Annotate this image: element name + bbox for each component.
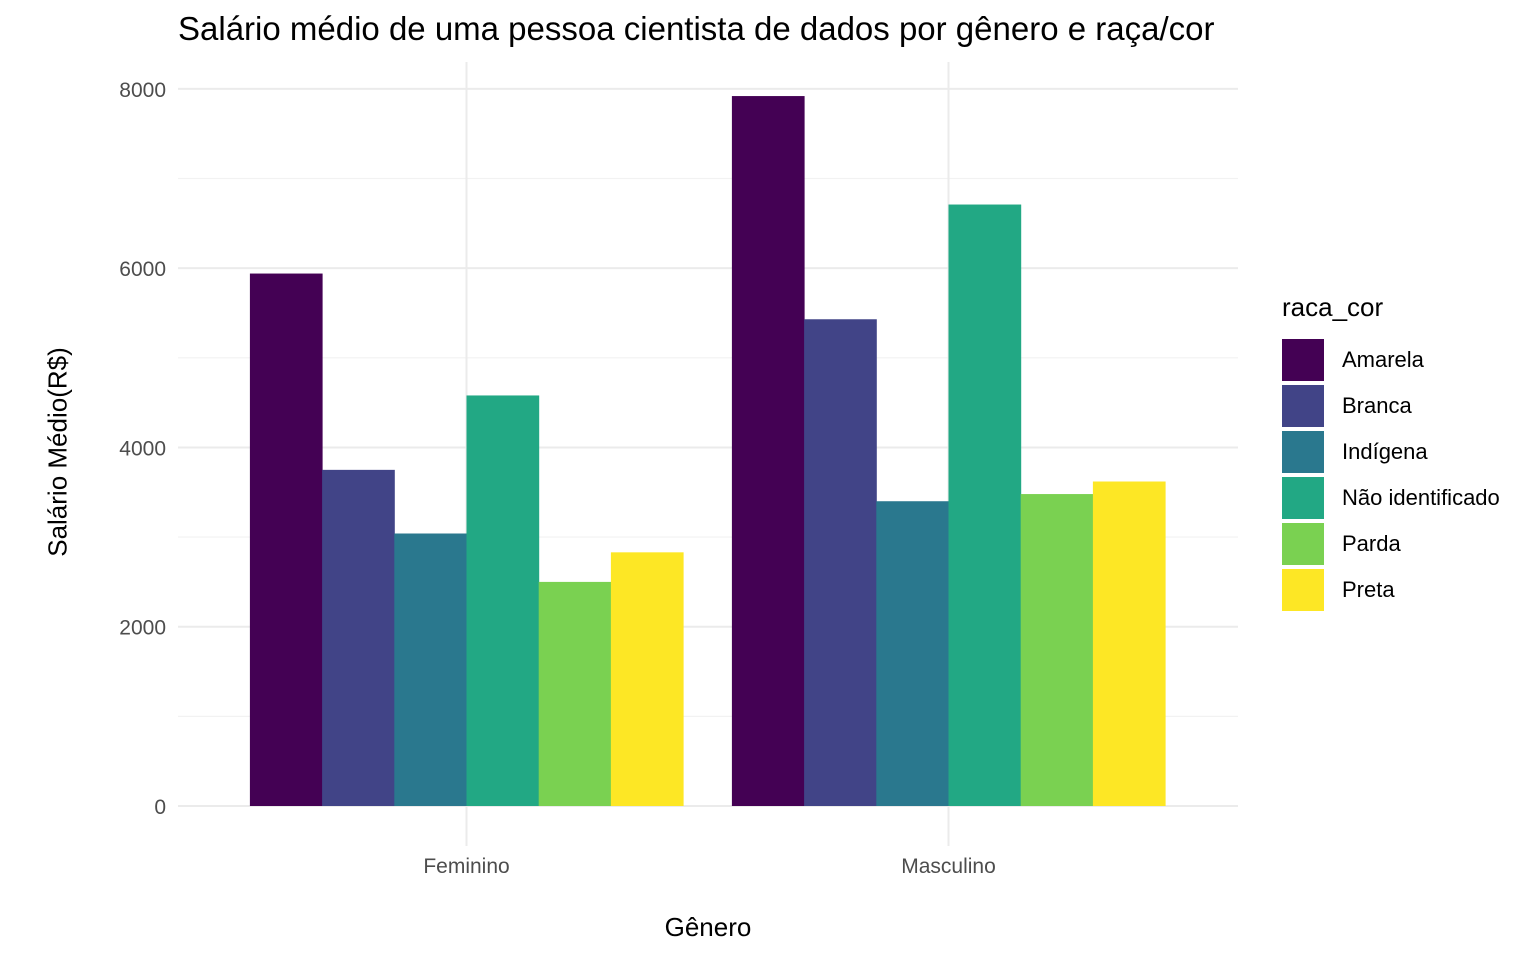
legend: raca_cor Amarela Branca Indígena Não identi… (1282, 292, 1500, 613)
legend-items: Amarela Branca Indígena Não identificado Par… (1282, 337, 1500, 613)
legend-swatch (1282, 431, 1324, 473)
legend-title: raca_cor (1282, 292, 1384, 322)
x-axis-title: Gênero (664, 912, 752, 942)
bar-feminino-0 (249, 273, 323, 806)
bar-masculino-3 (948, 204, 1022, 807)
bar-feminino-2 (394, 533, 467, 806)
bar-masculino-2 (876, 501, 949, 806)
y-tick-label: 6000 (119, 258, 166, 281)
bar-masculino-5 (1092, 481, 1166, 806)
bar-feminino-4 (538, 581, 612, 806)
legend-label: Amarela (1342, 347, 1424, 372)
legend-label: Não identificado (1342, 485, 1500, 510)
legend-item: Branca (1282, 383, 1500, 429)
legend-item: Parda (1282, 521, 1500, 567)
legend-item: Não identificado (1282, 475, 1500, 521)
legend-label: Parda (1342, 531, 1401, 556)
y-tick-label: 8000 (119, 79, 166, 102)
legend-item: Amarela (1282, 337, 1500, 383)
y-axis-title: Salário Médio(R$) (42, 347, 73, 557)
legend-swatch (1282, 569, 1324, 611)
y-axis-ticks: 0 2000 4000 6000 8000 (119, 79, 166, 819)
legend-swatch (1282, 385, 1324, 427)
bar-feminino-1 (322, 469, 395, 806)
legend-label: Indígena (1342, 439, 1428, 464)
chart-title: Salário médio de uma pessoa cientista de… (178, 10, 1215, 47)
bar-masculino-4 (1020, 494, 1094, 806)
x-tick-label: Feminino (423, 855, 509, 878)
legend-swatch (1282, 339, 1324, 381)
legend-item: Indígena (1282, 429, 1500, 475)
y-tick-label: 4000 (119, 437, 166, 460)
legend-swatch (1282, 523, 1324, 565)
y-tick-label: 2000 (119, 617, 166, 640)
bar-masculino-0 (731, 96, 805, 807)
legend-swatch (1282, 477, 1324, 519)
bar-masculino-1 (804, 319, 877, 806)
x-axis-ticks: Feminino Masculino (423, 855, 995, 878)
bars (249, 96, 1166, 807)
bar-feminino-3 (466, 395, 540, 806)
legend-item: Preta (1282, 567, 1500, 613)
x-tick-label: Masculino (901, 855, 996, 878)
y-tick-label: 0 (154, 796, 166, 819)
legend-label: Preta (1342, 577, 1395, 602)
bar-feminino-5 (610, 552, 684, 806)
legend-label: Branca (1342, 393, 1412, 418)
